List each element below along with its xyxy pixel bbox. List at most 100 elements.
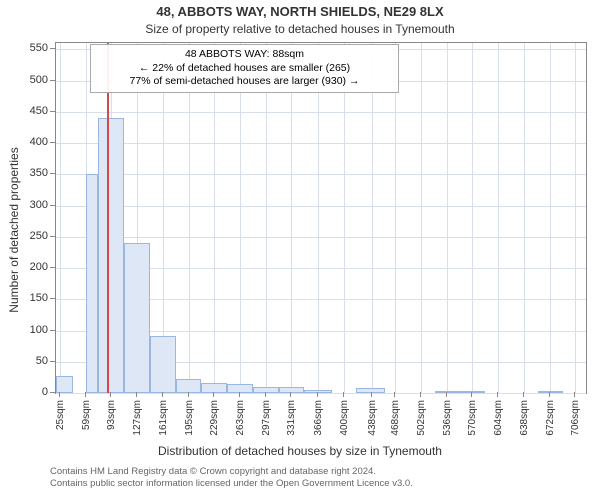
y-tick <box>50 330 55 331</box>
x-tick <box>239 392 240 397</box>
x-tick <box>471 392 472 397</box>
y-tick <box>50 111 55 112</box>
grid-line-v <box>214 43 215 393</box>
grid-line-v <box>266 43 267 393</box>
x-tick <box>574 392 575 397</box>
grid-line-v <box>395 43 396 393</box>
chart-title-line1: 48, ABBOTS WAY, NORTH SHIELDS, NE29 8LX <box>0 4 600 19</box>
y-tick-label: 250 <box>18 230 48 242</box>
histogram-bar <box>98 118 124 393</box>
x-tick <box>371 392 372 397</box>
x-tick-label: 59sqm <box>81 400 92 430</box>
y-tick <box>50 142 55 143</box>
x-tick-label: 706sqm <box>570 400 581 436</box>
y-tick <box>50 205 55 206</box>
plot-area <box>55 42 587 394</box>
x-tick-label: 297sqm <box>261 400 272 436</box>
y-tick <box>50 236 55 237</box>
y-tick-label: 150 <box>18 292 48 304</box>
grid-line-h <box>56 237 586 238</box>
chart-container: { "title_line1": "48, ABBOTS WAY, NORTH … <box>0 0 600 500</box>
annotation-line2: ← 22% of detached houses are smaller (26… <box>97 62 392 76</box>
x-tick <box>497 392 498 397</box>
grid-line-v <box>550 43 551 393</box>
y-tick-label: 50 <box>18 355 48 367</box>
x-tick <box>85 392 86 397</box>
x-tick <box>59 392 60 397</box>
x-tick-label: 161sqm <box>158 400 169 436</box>
x-tick-label: 438sqm <box>367 400 378 436</box>
grid-line-v <box>189 43 190 393</box>
attribution-line2: Contains public sector information licen… <box>50 478 413 490</box>
y-tick <box>50 173 55 174</box>
annotation-box: 48 ABBOTS WAY: 88sqm ← 22% of detached h… <box>90 44 399 93</box>
x-tick-label: 638sqm <box>519 400 530 436</box>
histogram-bar <box>150 336 176 394</box>
y-tick-label: 0 <box>18 386 48 398</box>
x-tick <box>549 392 550 397</box>
x-tick <box>265 392 266 397</box>
y-tick <box>50 80 55 81</box>
x-tick-label: 400sqm <box>339 400 350 436</box>
x-tick-label: 127sqm <box>132 400 143 436</box>
histogram-bar <box>538 391 564 393</box>
y-tick-label: 350 <box>18 167 48 179</box>
y-tick-label: 300 <box>18 199 48 211</box>
y-tick <box>50 48 55 49</box>
y-tick-label: 500 <box>18 74 48 86</box>
x-tick-label: 229sqm <box>209 400 220 436</box>
y-tick <box>50 361 55 362</box>
grid-line-v <box>60 43 61 393</box>
histogram-bar <box>124 243 150 393</box>
x-tick <box>110 392 111 397</box>
grid-line-v <box>344 43 345 393</box>
grid-line-v <box>472 43 473 393</box>
y-tick-label: 100 <box>18 324 48 336</box>
y-tick-label: 450 <box>18 105 48 117</box>
x-tick <box>343 392 344 397</box>
histogram-bar <box>86 174 99 393</box>
grid-line-h <box>56 112 586 113</box>
x-tick <box>213 392 214 397</box>
x-tick <box>394 392 395 397</box>
y-tick-label: 200 <box>18 261 48 273</box>
x-tick-label: 536sqm <box>442 400 453 436</box>
x-tick-label: 366sqm <box>313 400 324 436</box>
grid-line-h <box>56 174 586 175</box>
x-tick <box>290 392 291 397</box>
x-tick <box>523 392 524 397</box>
grid-line-v <box>421 43 422 393</box>
attribution-line1: Contains HM Land Registry data © Crown c… <box>50 466 413 478</box>
x-tick-label: 672sqm <box>545 400 556 436</box>
annotation-line3: 77% of semi-detached houses are larger (… <box>97 75 392 89</box>
y-tick-label: 400 <box>18 136 48 148</box>
x-tick-label: 93sqm <box>106 400 117 430</box>
histogram-bar <box>356 388 385 393</box>
x-tick-label: 468sqm <box>390 400 401 436</box>
property-marker-line <box>107 43 109 393</box>
grid-line-h <box>56 143 586 144</box>
grid-line-v <box>498 43 499 393</box>
x-tick-label: 604sqm <box>493 400 504 436</box>
grid-line-v <box>318 43 319 393</box>
x-tick <box>420 392 421 397</box>
grid-line-h <box>56 206 586 207</box>
histogram-bar <box>435 391 459 393</box>
x-tick-label: 195sqm <box>184 400 195 436</box>
y-tick-label: 550 <box>18 42 48 54</box>
x-axis-label: Distribution of detached houses by size … <box>0 444 600 458</box>
chart-title-line2: Size of property relative to detached ho… <box>0 22 600 36</box>
x-tick-label: 502sqm <box>416 400 427 436</box>
x-tick <box>162 392 163 397</box>
x-tick <box>446 392 447 397</box>
histogram-bar <box>176 379 202 393</box>
grid-line-v <box>372 43 373 393</box>
grid-line-v <box>291 43 292 393</box>
x-tick-label: 25sqm <box>55 400 66 430</box>
x-tick-label: 263sqm <box>235 400 246 436</box>
grid-line-v <box>447 43 448 393</box>
x-tick-label: 331sqm <box>286 400 297 436</box>
histogram-bar <box>56 376 73 394</box>
y-tick <box>50 392 55 393</box>
x-tick <box>317 392 318 397</box>
